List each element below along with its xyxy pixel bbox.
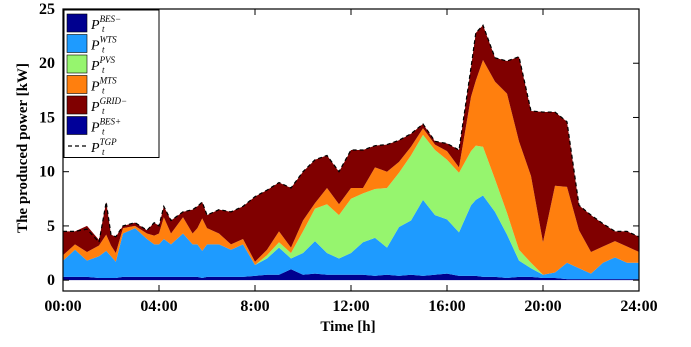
x-tick-label: 12:00 (332, 298, 369, 315)
y-tick-label: 5 (47, 218, 55, 235)
total-power-line (63, 24, 640, 244)
legend-label: PWTS t (90, 35, 117, 55)
y-tick-label: 15 (39, 109, 55, 126)
legend-swatch (66, 95, 88, 115)
total-power-line-layer (63, 24, 640, 244)
legend-swatch (66, 13, 88, 33)
area-series-3 (63, 59, 639, 275)
x-tick-label: 16:00 (428, 298, 465, 315)
legend-label: PMTS t (90, 76, 117, 96)
legend-label: PBES+ t (90, 117, 121, 137)
stacked-areas (63, 25, 639, 281)
y-axis-label: The produced power [kW] (15, 63, 31, 233)
x-axis-label: Time [h] (320, 319, 375, 335)
x-tick-label: 04:00 (140, 298, 177, 315)
area-series-2 (63, 134, 639, 275)
x-tick-label: 24:00 (620, 298, 657, 315)
y-tick-label: 25 (39, 1, 55, 18)
legend-swatch (66, 75, 88, 94)
axis-ticks: 0 5 10 15 20 25 00:00 04:00 8:00 12:00 16:00 20:00 2… (39, 1, 658, 315)
y-tick-label: 0 (47, 272, 55, 289)
area-series-4 (63, 25, 639, 262)
legend-label: PGRID− t (90, 96, 127, 116)
y-tick-label: 10 (39, 164, 55, 181)
legend-swatch (66, 54, 88, 74)
legend-swatch (66, 34, 88, 53)
legend-swatch (66, 116, 88, 135)
x-tick-label: 20:00 (524, 298, 561, 315)
legend-label: PBES− t (90, 14, 121, 34)
y-tick-label: 20 (39, 55, 55, 72)
legend-label: PPVS t (90, 55, 116, 75)
legend-label: PTGP t (90, 137, 117, 157)
area-series-1 (63, 195, 639, 280)
x-tick-label: 00:00 (44, 298, 81, 315)
x-tick-label: 8:00 (240, 298, 269, 315)
